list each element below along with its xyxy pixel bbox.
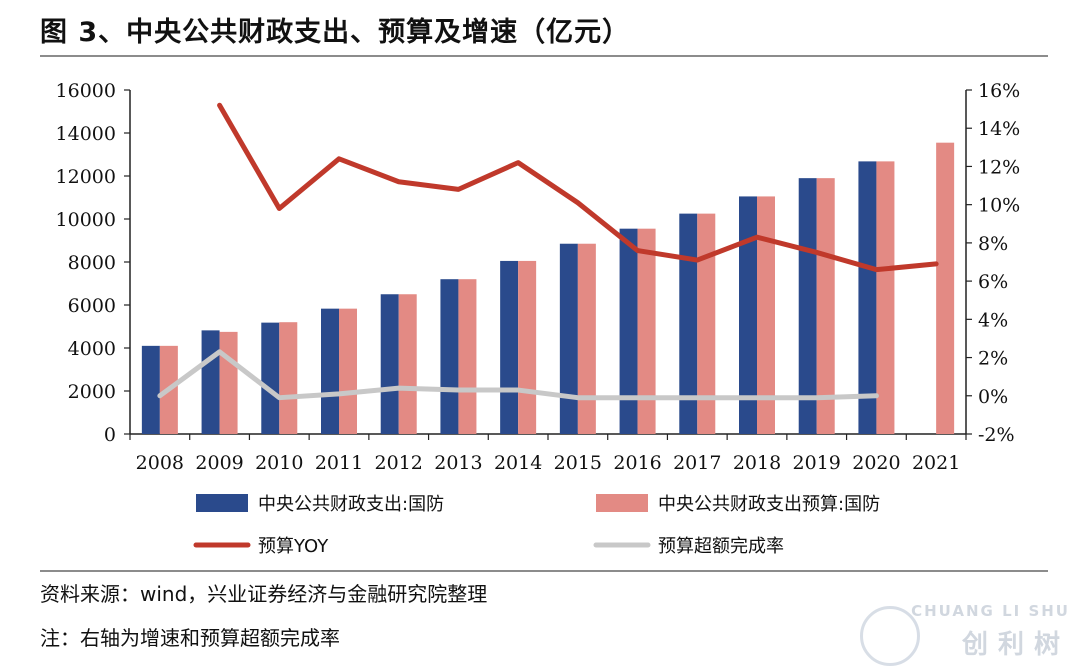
right-tick-label: 2% <box>978 348 1008 370</box>
bar <box>380 294 399 434</box>
footer-divider <box>40 570 1048 572</box>
axis-note: 注：右轴为增速和预算超额完成率 <box>40 626 340 650</box>
bar <box>219 331 238 434</box>
left-tick-label: 4000 <box>68 338 116 360</box>
bar <box>261 322 280 434</box>
watermark-line2: 创利树 <box>961 630 1070 660</box>
legend-swatch <box>196 494 248 512</box>
bar <box>141 345 160 434</box>
legend-label: 中央公共财政支出:国防 <box>258 494 444 515</box>
left-tick-label: 6000 <box>68 295 116 317</box>
left-tick-label: 2000 <box>68 381 116 403</box>
x-tick-label: 2013 <box>434 452 482 474</box>
bar <box>201 330 220 434</box>
legend-label: 预算YOY <box>258 536 329 557</box>
left-tick-label: 10000 <box>56 209 116 231</box>
page-title: 图 3、中央公共财政支出、预算及增速（亿元） <box>40 17 631 48</box>
x-tick-label: 2021 <box>912 452 960 474</box>
legend-label: 中央公共财政支出预算:国防 <box>658 494 880 515</box>
watermark: CHUANG LI SHU 创利树 <box>860 602 1070 666</box>
bar <box>398 294 417 434</box>
bar <box>279 322 298 434</box>
x-tick-label: 2016 <box>613 452 661 474</box>
bar <box>697 213 716 434</box>
bar <box>619 228 638 434</box>
x-tick-label: 2010 <box>255 452 303 474</box>
series-line <box>157 349 879 401</box>
bar <box>679 213 698 434</box>
right-tick-label: 12% <box>978 156 1020 178</box>
axes: 0 2000 4000 6000 8000 10000 12000 14000 16000 -2%… <box>56 80 1021 474</box>
x-tick-label: 2011 <box>315 452 363 474</box>
x-tick-label: 2020 <box>852 452 900 474</box>
source-note: 资料来源：wind，兴业证券经济与金融研究院整理 <box>40 582 488 606</box>
right-tick-label: 4% <box>978 309 1008 331</box>
x-tick-label: 2017 <box>673 452 721 474</box>
bar <box>458 279 477 434</box>
bar <box>757 196 775 434</box>
right-tick-label: 6% <box>978 271 1008 293</box>
bar <box>518 260 537 434</box>
right-tick-label: 8% <box>978 233 1008 255</box>
right-tick-label: 10% <box>978 195 1020 217</box>
bar <box>440 279 459 434</box>
right-tick-label: 14% <box>978 118 1020 140</box>
legend-label: 预算超额完成率 <box>658 536 784 557</box>
bar <box>798 178 817 434</box>
left-tick-label: 12000 <box>56 166 116 188</box>
left-tick-label: 8000 <box>68 252 116 274</box>
right-tick-label: 16% <box>978 80 1020 102</box>
left-tick-label: 16000 <box>56 80 116 102</box>
bar <box>936 142 955 435</box>
bar <box>816 178 835 434</box>
legend-swatch <box>596 494 648 512</box>
x-tick-label: 2012 <box>375 452 423 474</box>
bar <box>577 243 596 434</box>
right-tick-label: 0% <box>978 386 1008 408</box>
x-tick-label: 2019 <box>793 452 841 474</box>
right-tick-label: -2% <box>978 424 1015 446</box>
x-tick-label: 2015 <box>554 452 602 474</box>
chart: 0 2000 4000 6000 8000 10000 12000 14000 16000 -2%… <box>56 80 1021 557</box>
bar <box>339 308 357 434</box>
bar <box>559 243 578 434</box>
x-tick-label: 2009 <box>195 452 243 474</box>
series-line <box>217 102 939 273</box>
lines <box>157 102 939 401</box>
x-tick-label: 2018 <box>733 452 781 474</box>
bar <box>637 228 656 434</box>
bar <box>876 161 895 434</box>
bar <box>321 308 339 434</box>
left-tick-label: 0 <box>104 424 116 446</box>
bar <box>500 260 519 434</box>
bar <box>739 196 757 434</box>
title-divider <box>40 55 1048 57</box>
left-tick-label: 14000 <box>56 123 116 145</box>
x-tick-label: 2008 <box>136 452 184 474</box>
watermark-logo-icon <box>860 606 920 666</box>
bar <box>858 161 877 434</box>
x-tick-label: 2014 <box>494 452 542 474</box>
watermark-line1: CHUANG LI SHU <box>911 602 1070 620</box>
